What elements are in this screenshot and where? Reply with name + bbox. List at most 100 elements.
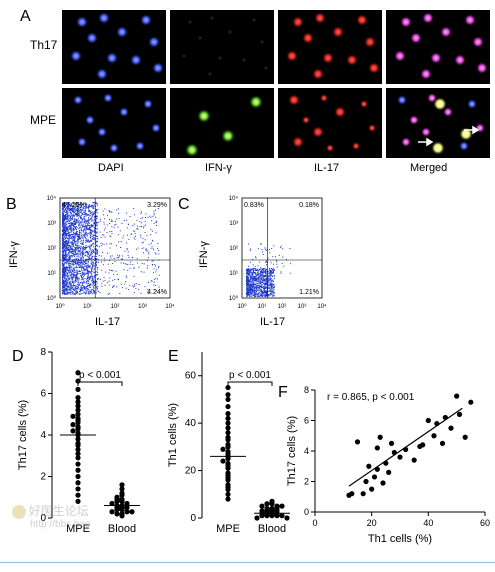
flow-event (63, 282, 65, 284)
flow-event (257, 248, 259, 250)
data-point (70, 422, 76, 428)
flow-event (62, 240, 64, 242)
flow-event (289, 272, 291, 274)
flow-event (86, 286, 88, 288)
flow-event (74, 263, 76, 265)
x-tick-label: 60 (480, 518, 490, 528)
flow-event (72, 260, 74, 262)
flow-event (269, 280, 271, 282)
flow-event (62, 283, 64, 285)
flow-event (153, 279, 155, 281)
flow-event (261, 292, 263, 294)
flow-event (79, 210, 81, 212)
flow-event (71, 233, 73, 235)
flow-event (254, 293, 256, 295)
flow-event (90, 246, 92, 248)
flow-event (264, 278, 266, 280)
flow-event (68, 244, 70, 246)
flow-event (257, 265, 259, 267)
flow-event (248, 273, 250, 275)
flow-event (64, 287, 66, 289)
flow-event (62, 262, 64, 264)
data-point (225, 477, 231, 483)
flow-event (85, 213, 87, 215)
cell-ifng (181, 53, 187, 59)
flow-event (75, 260, 77, 262)
flow-event (265, 261, 267, 263)
flow-event (83, 276, 85, 278)
flow-event (256, 285, 258, 287)
flow-event (69, 274, 71, 276)
flow-event (66, 293, 68, 295)
flow-event (64, 224, 66, 226)
flow-event (74, 220, 76, 222)
flow-event (108, 269, 110, 271)
flow-event (95, 223, 97, 225)
flow-event (266, 293, 268, 295)
flow-event (80, 217, 82, 219)
flow-event (253, 295, 255, 297)
flow-event (68, 244, 70, 246)
flow-event (91, 276, 93, 278)
flow-event (92, 265, 94, 267)
data-point (75, 403, 81, 409)
flow-event (271, 275, 273, 277)
flow-event (249, 287, 251, 289)
flow-event (89, 291, 91, 293)
column-label-il17: IL-17 (314, 162, 340, 174)
flow-event (86, 277, 88, 279)
flow-event (144, 239, 146, 241)
flow-event (77, 239, 79, 241)
flow-event (127, 254, 129, 256)
flow-event (97, 238, 99, 240)
flow-event (73, 225, 75, 227)
flow-event (83, 272, 85, 274)
flow-event (253, 289, 255, 291)
data-point (114, 507, 120, 513)
flow-event (62, 291, 64, 293)
flow-event (70, 203, 72, 205)
flow-event (68, 215, 70, 217)
flow-event (247, 286, 249, 288)
flow-event (77, 235, 79, 237)
flow-event (64, 216, 66, 218)
flow-event (87, 255, 89, 257)
flow-event (62, 276, 64, 278)
flow-event (81, 203, 83, 205)
flow-event (250, 269, 252, 271)
flow-event (90, 276, 92, 278)
flow-event (88, 256, 90, 258)
flow-event (95, 228, 97, 230)
flow-event (65, 262, 67, 264)
flow-event (80, 266, 82, 268)
flow-event (81, 281, 83, 283)
flow-event (73, 223, 75, 225)
flow-event (92, 256, 94, 258)
flow-event (71, 269, 73, 271)
flow-event (96, 261, 98, 263)
y-tick-label: 0 (190, 513, 196, 524)
flow-event (96, 287, 98, 289)
flow-event (75, 210, 77, 212)
flow-event (96, 270, 98, 272)
flow-event (264, 290, 266, 292)
flow-event (66, 223, 68, 225)
flow-event (66, 292, 68, 294)
flow-event (109, 247, 111, 249)
flow-event (82, 265, 84, 267)
flow-event (67, 209, 69, 211)
flow-event (147, 257, 149, 259)
flow-event (93, 272, 95, 274)
flow-event (260, 286, 262, 288)
flow-event (272, 286, 274, 288)
data-point (225, 425, 231, 431)
flow-event (62, 205, 64, 207)
flow-event (65, 247, 67, 249)
flow-event (65, 250, 67, 252)
flow-event (264, 295, 266, 297)
flow-event (246, 278, 248, 280)
flow-event (262, 288, 264, 290)
flow-event (64, 275, 66, 277)
flow-event (66, 288, 68, 290)
flow-event (85, 289, 87, 291)
